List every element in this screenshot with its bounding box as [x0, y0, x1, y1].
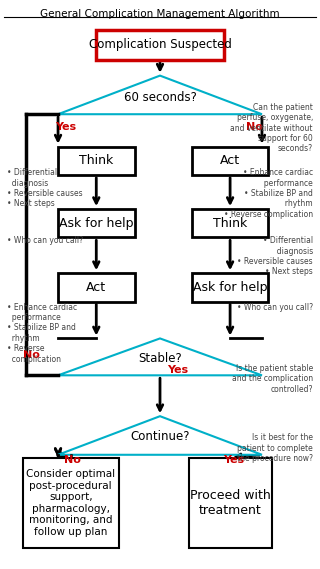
Text: • Enhance cardiac
  performance
• Stabilize BP and
  rhythm
• Reverse complicati: • Enhance cardiac performance • Stabiliz…	[224, 168, 313, 218]
Text: Continue?: Continue?	[130, 430, 190, 443]
FancyBboxPatch shape	[96, 30, 224, 60]
Text: No: No	[22, 351, 39, 360]
Text: • Who can you call?: • Who can you call?	[7, 236, 83, 245]
Text: Think: Think	[213, 217, 247, 230]
Text: Yes: Yes	[55, 122, 76, 131]
Text: Ask for help: Ask for help	[193, 281, 267, 294]
FancyBboxPatch shape	[192, 147, 268, 175]
FancyBboxPatch shape	[189, 457, 271, 549]
Text: No: No	[245, 122, 262, 131]
FancyBboxPatch shape	[23, 457, 119, 549]
Text: Complication Suspected: Complication Suspected	[89, 39, 231, 51]
Text: Is it best for the
patient to complete
the procedure now?: Is it best for the patient to complete t…	[237, 433, 313, 463]
Text: 60 seconds?: 60 seconds?	[124, 90, 196, 104]
Text: Yes: Yes	[223, 455, 244, 465]
Text: • Who can you call?: • Who can you call?	[237, 303, 313, 312]
FancyBboxPatch shape	[192, 209, 268, 237]
Text: Can the patient
perfuse, oxygenate,
and ventilate without
support for 60
seconds: Can the patient perfuse, oxygenate, and …	[230, 103, 313, 154]
FancyBboxPatch shape	[58, 147, 134, 175]
Text: Act: Act	[220, 154, 240, 167]
Text: • Differential
  diagnosis
• Reversible causes
• Next steps: • Differential diagnosis • Reversible ca…	[237, 236, 313, 277]
Text: Think: Think	[79, 154, 113, 167]
Text: Stable?: Stable?	[138, 352, 182, 365]
Text: General Complication Management Algorithm: General Complication Management Algorith…	[40, 9, 280, 19]
Text: Act: Act	[86, 281, 106, 294]
FancyBboxPatch shape	[58, 209, 134, 237]
Text: Is the patient stable
and the complication
controlled?: Is the patient stable and the complicati…	[232, 364, 313, 394]
Text: • Differential
  diagnosis
• Reversible causes
• Next steps: • Differential diagnosis • Reversible ca…	[7, 168, 83, 208]
Text: Yes: Yes	[167, 365, 188, 374]
Text: Consider optimal
post-procedural
support,
pharmacology,
monitoring, and
follow u: Consider optimal post-procedural support…	[26, 469, 115, 537]
Text: No: No	[64, 455, 81, 465]
FancyBboxPatch shape	[58, 273, 134, 302]
Text: • Enhance cardiac
  performance
• Stabilize BP and
  rhythm
• Reverse
  complica: • Enhance cardiac performance • Stabiliz…	[7, 303, 77, 364]
FancyBboxPatch shape	[192, 273, 268, 302]
Text: Ask for help: Ask for help	[59, 217, 133, 230]
Text: Proceed with
treatment: Proceed with treatment	[190, 489, 270, 517]
